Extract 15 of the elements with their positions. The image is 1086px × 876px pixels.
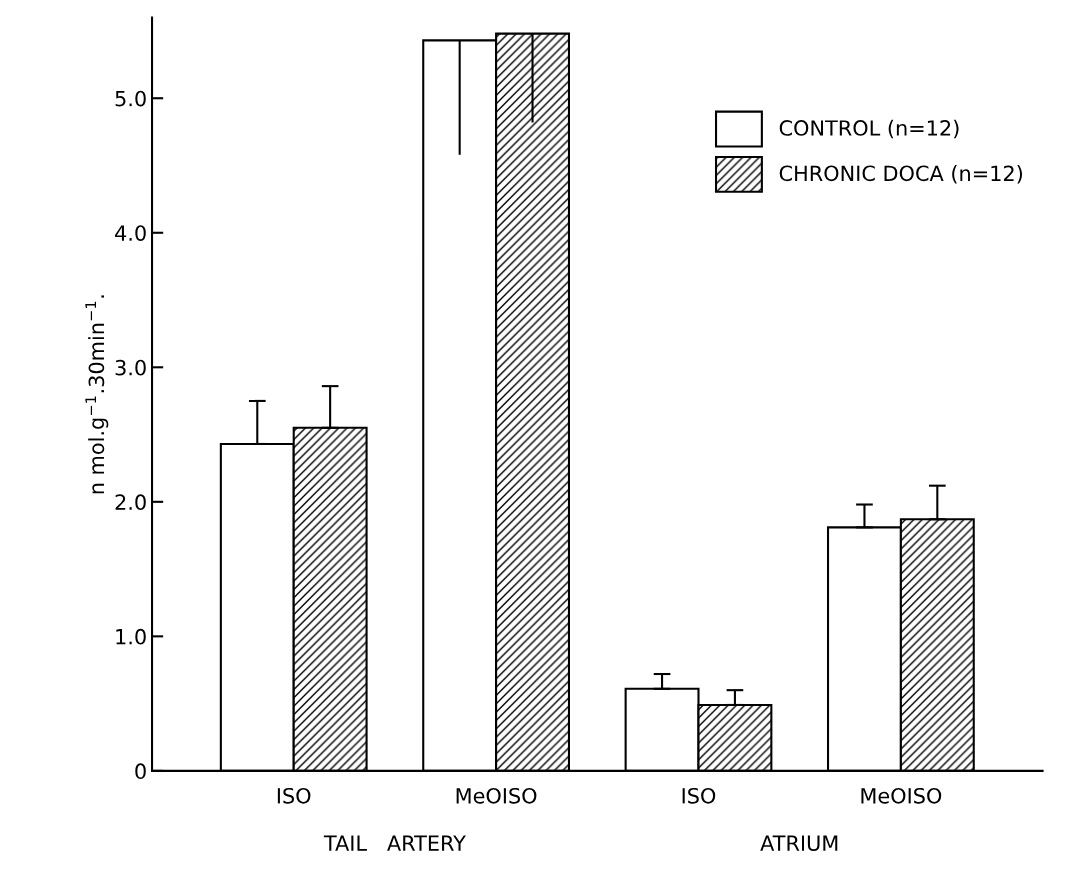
x-tick-label: ISO [277,787,311,804]
y-tick-label: 0 [135,763,146,780]
legend-label: CONTROL (n=12) [779,119,959,139]
text: TAIL ARTERY [323,835,466,851]
text: ATRIUM [760,835,838,852]
x-tick-label: MeOISO [861,787,942,804]
y-tick-label: 4.0 [115,225,146,241]
legend-label: CHRONIC DOCA (n=12) [779,165,1023,184]
x-tick-label: MeOISO [456,787,537,804]
y-tick-label: 2.0 [115,494,146,511]
y-axis-title: n mol.g$^{−1}$.30min$^{−1}$. [85,295,109,494]
y-tick-label: 1.0 [116,628,146,645]
y-tick-label: 5.0 [115,90,146,107]
y-tick-label: 3.0 [115,359,146,376]
x-tick-label: ISO [682,787,716,804]
